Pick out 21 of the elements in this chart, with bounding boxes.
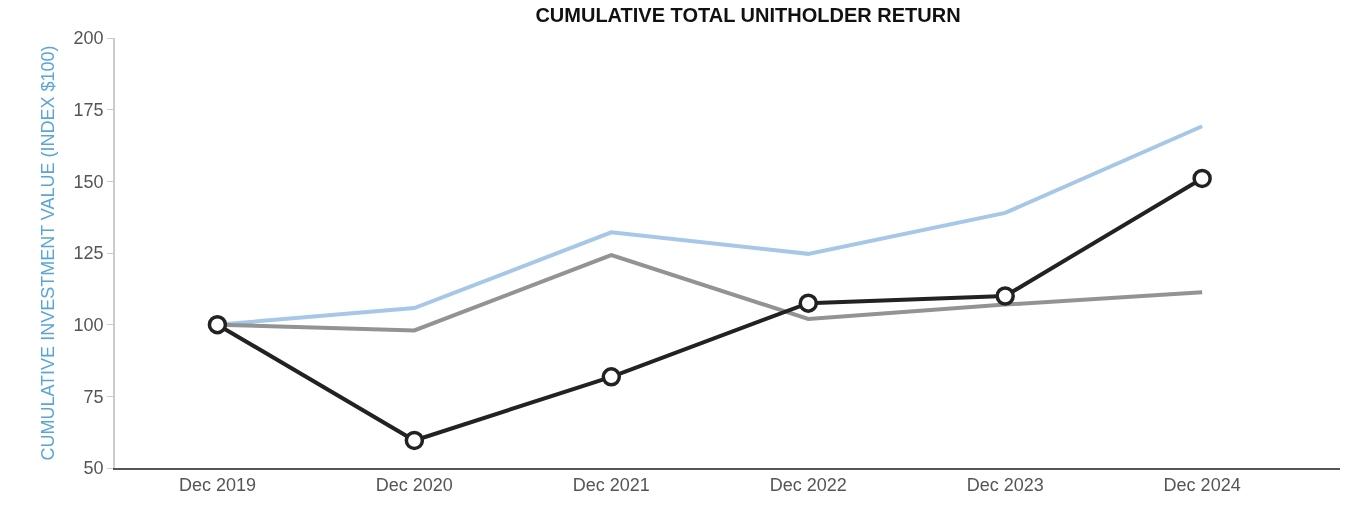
y-tick-label: 175 xyxy=(73,99,104,120)
point xyxy=(1192,168,1212,189)
x-tick-label: Dec 2024 xyxy=(1163,475,1241,496)
x-tick-label: Dec 2020 xyxy=(375,475,453,496)
y-tick-label: 200 xyxy=(73,28,104,49)
point xyxy=(207,314,228,335)
y-tick-label: 150 xyxy=(73,171,104,192)
y-tick-label: 100 xyxy=(73,314,104,335)
point xyxy=(995,286,1015,306)
point xyxy=(798,293,818,313)
x-tick-label: Dec 2019 xyxy=(178,475,256,496)
x-tick-label: Dec 2022 xyxy=(769,475,847,496)
y-tick-label: 50 xyxy=(83,458,104,479)
point xyxy=(601,367,622,387)
x-tick-label: Dec 2021 xyxy=(572,475,650,496)
y-tick-label: 75 xyxy=(83,386,104,407)
y-axis-title: CUMULATIVE INVESTMENT VALUE (INDEX $100) xyxy=(38,45,59,461)
point xyxy=(404,430,425,451)
y-tick-label: 125 xyxy=(73,243,104,264)
x-tick-label: Dec 2023 xyxy=(966,475,1044,496)
chart-title: CUMULATIVE TOTAL UNITHOLDER RETURN xyxy=(535,3,961,26)
